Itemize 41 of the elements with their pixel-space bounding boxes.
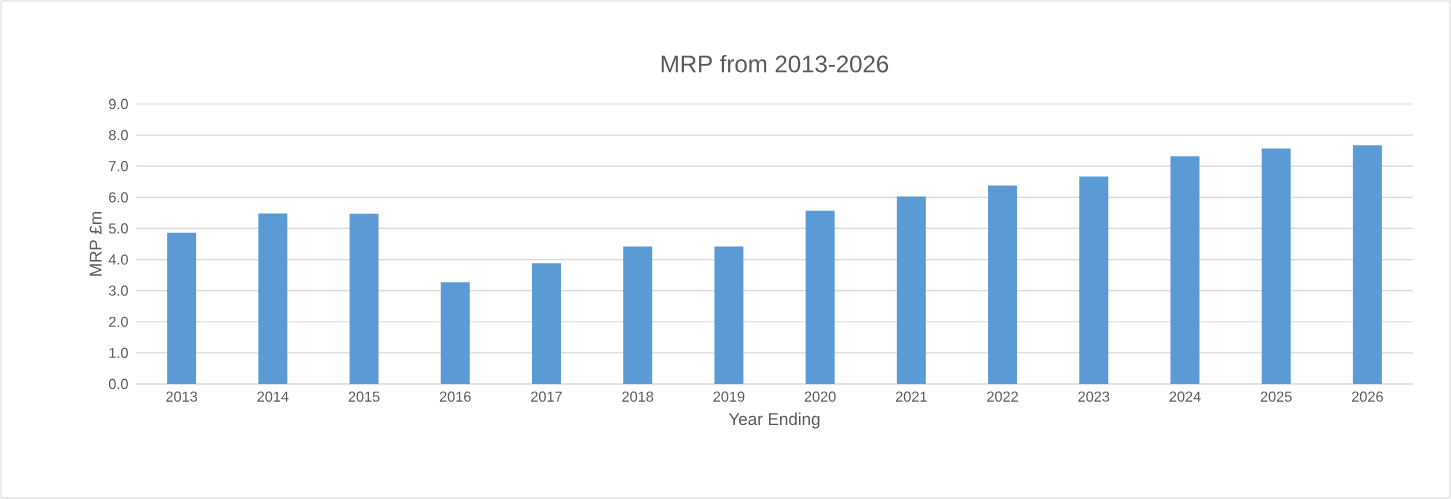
bar [896, 196, 926, 384]
bar [258, 213, 288, 384]
x-tick-label: 2013 [166, 391, 198, 402]
x-tick-label: 2025 [1260, 391, 1292, 402]
x-tick-label: 2019 [713, 391, 745, 402]
x-tick-label: 2018 [622, 391, 654, 402]
bar [531, 263, 561, 384]
x-tick-label: 2014 [257, 391, 289, 402]
bar [1261, 148, 1291, 384]
y-tick-label: 3.0 [108, 285, 128, 296]
x-tick-label: 2022 [987, 391, 1018, 402]
y-tick-label: 0.0 [108, 378, 128, 390]
x-tick-label: 2016 [439, 391, 471, 402]
x-axis-title: Year Ending [728, 412, 820, 429]
x-tick-label: 2024 [1169, 391, 1201, 402]
x-tick-label: 2026 [1352, 391, 1383, 402]
bar [1170, 156, 1200, 384]
bar [714, 246, 744, 384]
y-axis-title: MRP £m [89, 212, 102, 276]
bar [349, 213, 379, 384]
bar [805, 210, 835, 384]
y-tick-label: 7.0 [109, 161, 128, 172]
x-tick-label: 2015 [348, 391, 380, 402]
y-tick-label: 1.0 [109, 347, 128, 359]
bar [440, 282, 470, 384]
bar [1079, 176, 1109, 384]
y-tick-label: 6.0 [109, 192, 128, 203]
bar [623, 246, 653, 384]
y-tick-label: 9.0 [109, 98, 128, 110]
y-tick-label: 8.0 [108, 129, 128, 141]
chart-title: MRP from 2013-2026 [661, 54, 889, 73]
x-tick-label: 2021 [895, 391, 927, 402]
x-tick-label: 2017 [531, 391, 562, 402]
y-tick-label: 5.0 [108, 223, 128, 234]
x-tick-label: 2023 [1078, 391, 1110, 402]
bar [988, 185, 1018, 384]
bar [167, 232, 197, 384]
x-tick-label: 2020 [804, 391, 836, 402]
y-tick-label: 4.0 [108, 254, 128, 265]
bar [1352, 145, 1382, 384]
y-tick-label: 2.0 [109, 316, 128, 327]
